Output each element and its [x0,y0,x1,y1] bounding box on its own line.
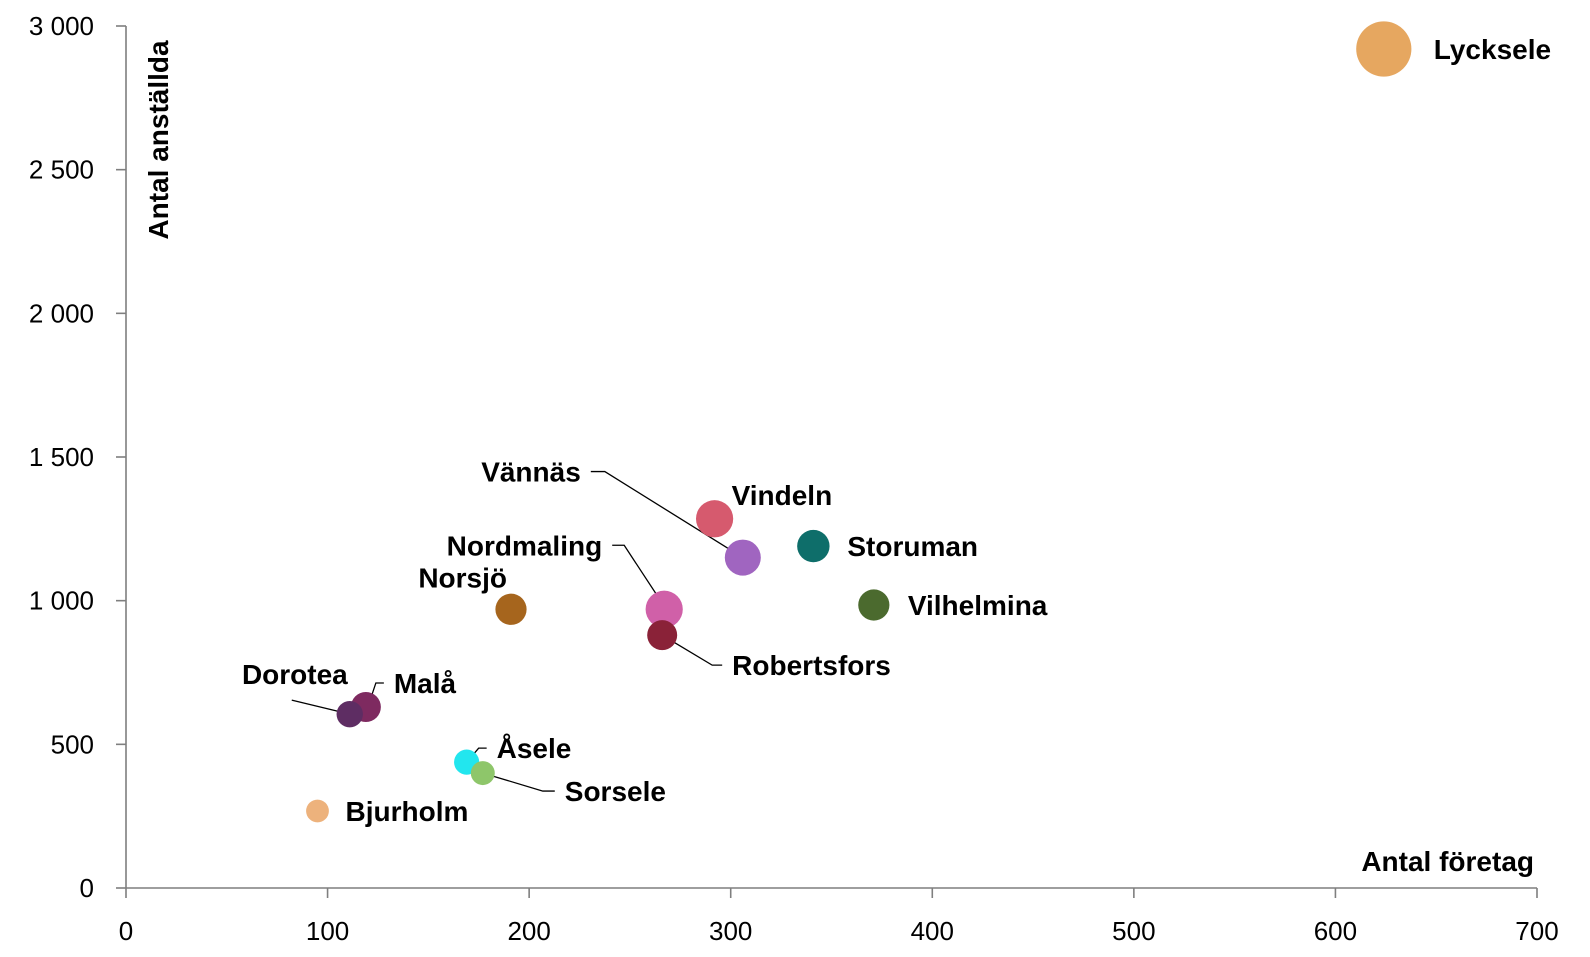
axes [125,26,1537,889]
label-vilhelmina: Vilhelmina [908,590,1048,621]
x-tick-label: 300 [709,916,752,946]
y-tick-label: 2 000 [29,298,94,328]
label-robertsfors: Robertsfors [732,650,891,681]
label-vannas: Vännäs [481,457,581,488]
leader-vannas [590,470,744,559]
point-lycksele [1356,21,1412,77]
y-tick-label: 2 500 [29,155,94,185]
label-storuman: Storuman [847,531,978,562]
point-storuman [797,529,830,563]
y-axis-title: Antal anställda [143,40,174,240]
x-tick-label: 0 [119,916,133,946]
label-sorsele: Sorsele [565,776,666,807]
x-tick-label: 100 [306,916,349,946]
leader-robertsfors [661,634,723,666]
y-tick-label: 1 500 [29,442,94,472]
leader-nordmaling [612,544,667,610]
leader-sorsele [482,772,555,792]
label-bjurholm: Bjurholm [345,796,468,827]
point-vilhelmina [858,589,890,621]
point-dorotea [336,700,363,728]
x-tick-label: 400 [911,916,954,946]
label-nordmaling: Nordmaling [447,530,603,561]
x-tick-label: 700 [1515,916,1558,946]
y-tick-label: 500 [51,729,94,759]
point-vindeln [695,500,734,538]
point-norsjo [495,593,527,625]
y-tick-label: 1 000 [29,586,94,616]
label-mala: Malå [394,668,457,699]
point-robertsfors [647,620,678,651]
y-tick-label: 3 000 [29,11,94,41]
x-tick-label: 500 [1112,916,1155,946]
label-lycksele: Lycksele [1434,34,1551,65]
point-vannas [724,539,761,576]
x-tick-label: 200 [507,916,550,946]
point-bjurholm [306,799,329,823]
label-dorotea: Dorotea [242,659,348,690]
x-tick-label: 600 [1314,916,1357,946]
data-points [306,21,1412,823]
x-axis-ticks: 0 100 200 300 400 500 600 700 [119,888,1559,946]
point-nordmaling [645,590,683,628]
label-norsjo: Norsjö [418,562,507,593]
x-axis-title: Antal företag [1361,846,1534,877]
y-tick-label: 0 [80,873,94,903]
label-vindeln: Vindeln [732,480,833,511]
point-labels: Lycksele Vindeln Vännäs Storuman Vilhelmina N… [242,34,1551,827]
point-sorsele [470,761,495,786]
y-axis-ticks: 0 500 1 000 1 500 2 000 2 500 3 000 [29,11,126,903]
label-asele: Åsele [497,733,572,764]
